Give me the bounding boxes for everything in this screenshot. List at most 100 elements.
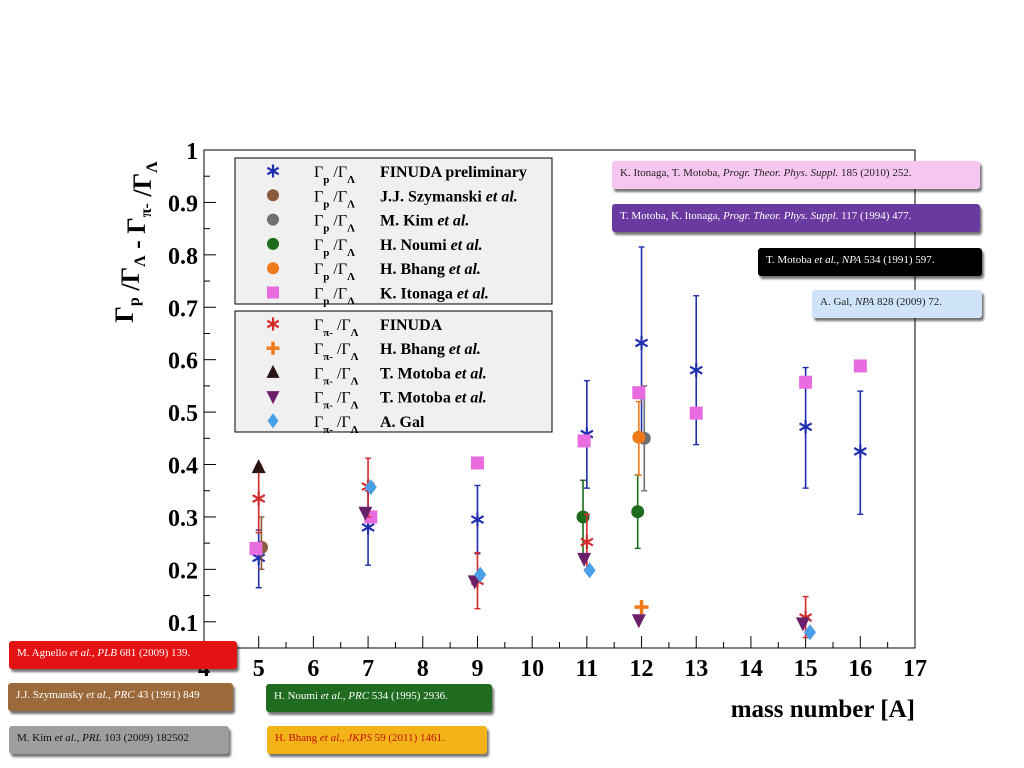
series-8 xyxy=(251,459,266,474)
x-tick-label: 12 xyxy=(630,656,654,682)
reference-journal: JKPS xyxy=(347,732,372,744)
legend-ratio-part: p xyxy=(323,174,329,186)
legend-ratio-part: Γ xyxy=(314,390,323,407)
asterisk-stroke xyxy=(470,515,485,525)
legend-etal: et al. xyxy=(451,237,483,254)
data-point xyxy=(251,459,266,474)
legend-ratio-part: Λ xyxy=(351,327,359,339)
reference-etal: et al. xyxy=(69,647,92,659)
data-point xyxy=(853,444,867,459)
reference-etal: et al. xyxy=(320,690,343,702)
legend-marker xyxy=(267,189,279,202)
reference-volume: 43 (1991) 849 xyxy=(134,689,200,701)
reference-sep: , xyxy=(108,689,114,701)
reference-journal: Progr. Theor. Phys. Suppl. xyxy=(722,167,839,179)
series-5 xyxy=(249,359,867,555)
legend-ratio: Γp /ΓΛ xyxy=(314,213,355,235)
legend-marker xyxy=(266,364,280,378)
legend-author: J.J. Szymanski et al. xyxy=(380,188,518,205)
legend-ratio-part: /Γ xyxy=(333,414,351,431)
legend-ratio-part: Λ xyxy=(347,198,355,210)
x-tick-label: 14 xyxy=(739,656,763,682)
x-tick-label: 7 xyxy=(362,656,374,682)
reference-authors: A. Gal, xyxy=(820,296,855,308)
data-points xyxy=(249,246,867,641)
legend-ratio-part: Λ xyxy=(351,424,359,436)
data-point xyxy=(583,562,596,579)
legend-author: T. Motoba et al. xyxy=(380,365,487,382)
reference-authors: T. Motoba, K. Itonaga, xyxy=(620,210,724,222)
asterisk-stroke xyxy=(266,319,280,329)
reference-authors: H. Bhang xyxy=(275,732,320,744)
legend-ratio-part: /Γ xyxy=(329,237,347,254)
legend-ratio-part: Λ xyxy=(347,271,355,283)
series-4 xyxy=(632,400,646,476)
y-tick-label: 0.4 xyxy=(168,454,198,480)
legend-marker xyxy=(267,262,279,275)
legend-ratio-part: p xyxy=(323,198,329,210)
data-point xyxy=(580,535,594,550)
reference-volume: 534 (1995) 2936. xyxy=(369,690,448,702)
data-point xyxy=(634,335,649,350)
reference-etal: et al. xyxy=(54,732,77,744)
y-tick-label: 0.6 xyxy=(168,349,198,375)
legend-author: FINUDA xyxy=(380,317,443,334)
reference-authors: T. Motoba xyxy=(766,254,815,266)
legend-ratio-part: Γ xyxy=(314,213,323,230)
data-point xyxy=(799,375,813,389)
reference-volume: 59 (2011) 1461. xyxy=(371,732,445,744)
legend-ratio: Γπ- /ΓΛ xyxy=(314,414,359,436)
x-tick-label: 15 xyxy=(794,656,818,682)
reference-sep: , xyxy=(91,647,98,659)
legend-ratio: Γp /ΓΛ xyxy=(314,237,355,259)
asterisk-stroke xyxy=(853,446,867,456)
x-tick-label: 16 xyxy=(848,656,872,682)
legend-ratio: Γπ- /ΓΛ xyxy=(314,365,359,387)
data-point xyxy=(249,541,263,555)
axes: 4 5 6 7 8 9 10 11 12 13 14 15 16 170.10.20.30.40.50.6… xyxy=(168,139,927,682)
asterisk-stroke xyxy=(252,494,266,504)
legend-ratio-part: Γ xyxy=(314,286,323,303)
legend-etal: et al. xyxy=(449,341,481,358)
legend-author: A. Gal xyxy=(380,414,425,431)
legend-marker xyxy=(266,391,280,405)
legend-ratio-part: p xyxy=(323,223,329,235)
y-tick-label: 0.8 xyxy=(168,244,198,270)
x-tick-label: 9 xyxy=(471,656,483,682)
legend-ratio: Γπ- /ΓΛ xyxy=(314,390,359,412)
legend-ratio-part: /Γ xyxy=(329,213,347,230)
data-point xyxy=(799,419,813,434)
legend-etal: et al. xyxy=(449,261,481,278)
y-label-subscript: π- xyxy=(138,203,155,217)
legend-ratio: Γp /ΓΛ xyxy=(314,261,355,283)
data-point xyxy=(795,617,810,632)
series-6 xyxy=(252,457,813,639)
legend-etal: et al. xyxy=(455,390,487,407)
legend-author: FINUDA preliminary xyxy=(380,164,527,181)
legend-marker xyxy=(267,413,279,429)
reference-authors: H. Noumi xyxy=(274,690,321,702)
legend-ratio-part: /Γ xyxy=(329,286,347,303)
legend-ratio-part: Γ xyxy=(314,237,323,254)
legend-ratio-part: Γ xyxy=(314,261,323,278)
reference-etal: et al. xyxy=(814,254,837,266)
reference-journal: PRL xyxy=(82,732,102,744)
legend-etal: et al. xyxy=(455,365,487,382)
data-point xyxy=(634,600,649,615)
data-point xyxy=(358,506,373,521)
reference-volume: 534 (1991) 597. xyxy=(861,254,935,266)
reference-itonaga: K. Itonaga, T. Motoba, Progr. Theor. Phy… xyxy=(612,161,980,189)
reference-journal: NPA xyxy=(841,254,862,266)
reference-journal: PRC xyxy=(113,689,135,701)
data-point xyxy=(689,406,703,420)
legend-marker xyxy=(267,213,279,226)
legend-ratio-part: /Γ xyxy=(333,365,351,382)
y-tick-label: 0.1 xyxy=(168,611,198,637)
data-point xyxy=(470,512,485,527)
data-point xyxy=(689,363,703,378)
asterisk-stroke xyxy=(634,338,649,348)
data-point xyxy=(577,434,591,448)
x-tick-label: 13 xyxy=(684,656,708,682)
legend-marker xyxy=(266,341,280,355)
